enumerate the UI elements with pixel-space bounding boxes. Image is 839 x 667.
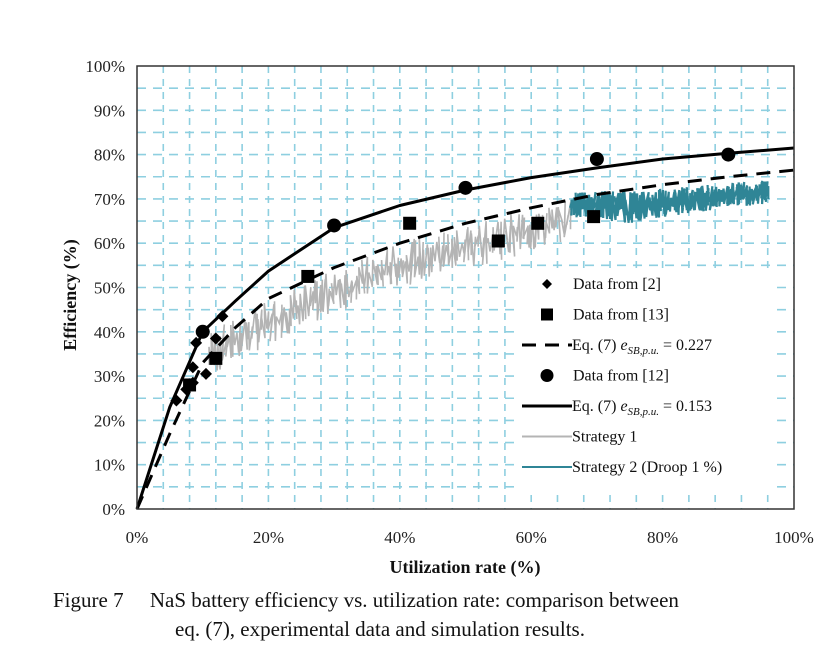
- data-point-diamond: [542, 279, 552, 289]
- series-data-from-12-: [195, 147, 736, 339]
- data-point-diamond: [216, 310, 229, 323]
- legend-label: Eq. (7) eSB,p.u. = 0.153: [572, 398, 712, 418]
- legend-item: Data from [2]: [542, 276, 661, 293]
- data-point-circle: [327, 218, 342, 233]
- data-point-diamond: [190, 336, 203, 349]
- data-point-diamond: [186, 361, 199, 374]
- legend-item: Eq. (7) eSB,p.u. = 0.153: [522, 398, 712, 418]
- y-tick-label: 70%: [94, 190, 125, 209]
- legend-item: Strategy 1: [522, 429, 637, 446]
- x-tick-label: 100%: [774, 528, 814, 547]
- legend-item: Data from [13]: [541, 307, 669, 324]
- data-point-circle: [721, 147, 736, 162]
- x-tick-label: 60%: [516, 528, 547, 547]
- y-tick-label: 50%: [94, 279, 125, 298]
- series-strategy-1: [208, 201, 572, 371]
- series-eq7-dashed: [135, 168, 795, 510]
- chart: 0% 10% 20% 30% 40% 50% 60% 70% 80% 90% 100% 0% 20% 4…: [60, 57, 814, 578]
- y-tick-label: 100%: [85, 57, 125, 76]
- x-tick-label: 40%: [384, 528, 415, 547]
- data-point-circle: [540, 369, 554, 382]
- data-point-square: [301, 269, 315, 283]
- data-point-square: [403, 216, 417, 230]
- legend-label: Strategy 2 (Droop 1 %): [572, 459, 722, 476]
- y-tick-label: 40%: [94, 323, 125, 342]
- data-point-diamond: [170, 394, 183, 407]
- data-point-square: [541, 308, 553, 321]
- legend-item: Eq. (7) eSB,p.u. = 0.227: [522, 337, 712, 357]
- x-tick-label: 80%: [647, 528, 678, 547]
- data-point-circle: [195, 324, 210, 339]
- series-line: [135, 168, 795, 510]
- figure-caption-line-2: eq. (7), experimental data and simulatio…: [175, 617, 585, 641]
- data-point-square: [491, 234, 505, 248]
- data-point-square: [209, 351, 223, 365]
- series-layer: [135, 146, 795, 510]
- series-line: [208, 201, 572, 371]
- data-point-circle: [458, 180, 473, 195]
- series-line: [569, 180, 770, 223]
- y-tick-label: 20%: [94, 411, 125, 430]
- y-tick-label: 10%: [94, 456, 125, 475]
- legend-label: Data from [13]: [573, 307, 669, 324]
- y-tick-label: 80%: [94, 146, 125, 165]
- data-point-diamond: [209, 332, 222, 345]
- figure-caption-line-1: Figure 7 NaS battery efficiency vs. util…: [53, 588, 679, 612]
- legend-item: Data from [12]: [540, 368, 669, 385]
- data-point-square: [183, 378, 197, 392]
- y-tick-label: 60%: [94, 234, 125, 253]
- legend-label: Strategy 1: [572, 429, 637, 446]
- y-axis-ticks: 0% 10% 20% 30% 40% 50% 60% 70% 80% 90% 100%: [85, 57, 125, 519]
- x-axis-label: Utilization rate (%): [390, 557, 541, 578]
- y-tick-label: 30%: [94, 367, 125, 386]
- data-point-square: [587, 210, 601, 224]
- series-data-from-13-: [183, 210, 601, 392]
- x-tick-label: 20%: [253, 528, 284, 547]
- y-tick-label: 90%: [94, 101, 125, 120]
- data-point-diamond: [199, 367, 212, 380]
- legend-label: Data from [2]: [573, 276, 661, 293]
- legend-background: [518, 268, 770, 490]
- legend-label: Data from [12]: [573, 368, 669, 385]
- legend-label: Eq. (7) eSB,p.u. = 0.227: [572, 337, 712, 357]
- data-point-square: [531, 216, 545, 230]
- plot-frame: [136, 65, 795, 510]
- series-strategy-2-droop-1-: [569, 180, 770, 223]
- legend: Data from [2] Data from [13] Eq. (7) eSB,p…: [518, 268, 770, 490]
- y-axis-label: Efficiency (%): [60, 239, 81, 350]
- x-tick-label: 0%: [126, 528, 149, 547]
- y-tick-label: 0%: [102, 500, 125, 519]
- data-point-circle: [589, 152, 604, 167]
- x-axis-ticks: 0% 20% 40% 60% 80% 100%: [126, 528, 814, 547]
- legend-item: Strategy 2 (Droop 1 %): [522, 459, 722, 476]
